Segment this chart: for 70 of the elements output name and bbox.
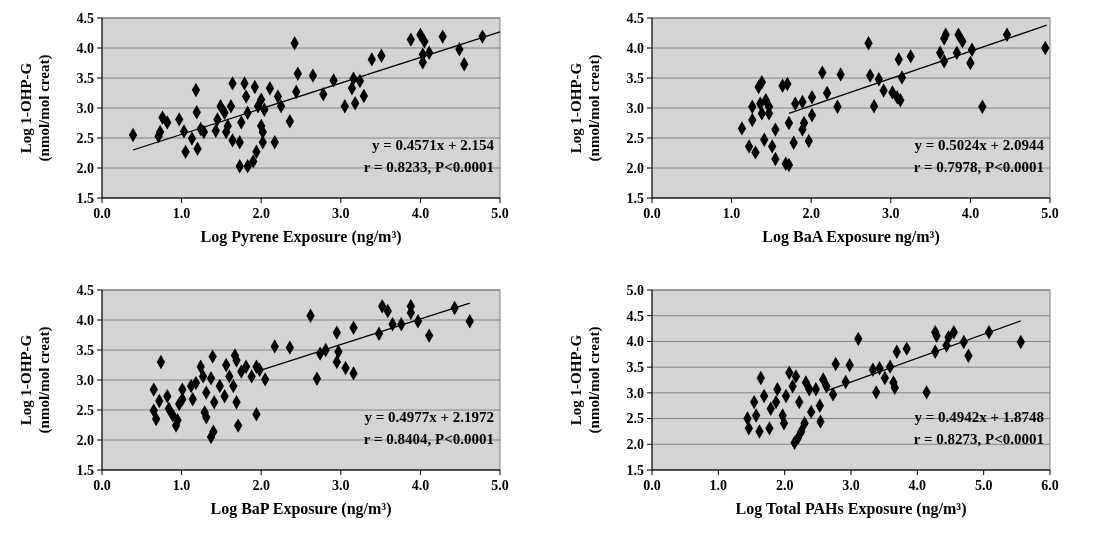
y-tick-label: 3.0 xyxy=(626,385,644,401)
x-tick-label: 1.0 xyxy=(709,478,728,493)
y-tick-label: 4.0 xyxy=(626,40,644,56)
x-tick-label: 6.0 xyxy=(1041,478,1059,493)
x-tick-label: 0.0 xyxy=(643,478,661,493)
annotation: y = 0.4942x + 1.8748 xyxy=(914,409,1044,425)
y-tick-label: 3.5 xyxy=(626,360,644,376)
y-tick-label: 2.5 xyxy=(76,402,94,418)
annotation: y = 0.4571x + 2.154 xyxy=(371,137,495,153)
annotation: r = 0.7978, P<0.0001 xyxy=(913,159,1044,175)
x-tick-label: 5.0 xyxy=(1041,206,1059,221)
x-tick-label: 2.0 xyxy=(252,478,270,493)
y-tick-label: 4.5 xyxy=(76,10,94,26)
x-tick-label: 3.0 xyxy=(882,206,900,221)
x-tick-label: 1.0 xyxy=(172,478,191,493)
x-axis-title: Log BaA Exposure ng/m³) xyxy=(762,228,940,246)
y-tick-label: 3.0 xyxy=(76,100,94,116)
x-tick-label: 4.0 xyxy=(908,478,927,493)
x-tick-label: 1.0 xyxy=(722,206,741,221)
x-tick-label: 5.0 xyxy=(491,206,509,221)
y-tick-label: 2.0 xyxy=(626,160,644,176)
x-axis-title: Log BaP Exposure (ng/m³) xyxy=(210,500,392,518)
y-tick-label: 3.0 xyxy=(626,100,644,116)
y-tick-label: 1.5 xyxy=(626,190,644,206)
x-tick-label: 3.0 xyxy=(332,206,350,221)
x-tick-label: 5.0 xyxy=(974,478,993,493)
annotation: r = 0.8233, P<0.0001 xyxy=(363,159,494,175)
y-axis-title: Log 1-OHP-G (nmol/mol creat) xyxy=(568,54,603,162)
x-axis-title: Log Pyrene Exposure (ng/m³) xyxy=(200,228,402,246)
annotation: y = 0.5024x + 2.0944 xyxy=(914,137,1045,153)
y-tick-label: 4.5 xyxy=(626,10,644,26)
x-tick-label: 2.0 xyxy=(252,206,270,221)
y-tick-label: 3.5 xyxy=(626,70,644,86)
x-tick-label: 1.0 xyxy=(172,206,191,221)
x-tick-label: 0.0 xyxy=(643,206,661,221)
annotation: r = 0.8273, P<0.0001 xyxy=(913,431,1044,447)
x-tick-label: 3.0 xyxy=(332,478,350,493)
x-tick-label: 2.0 xyxy=(775,478,794,493)
y-tick-label: 4.0 xyxy=(76,312,94,328)
y-tick-label: 3.5 xyxy=(76,342,94,358)
y-tick-label: 4.0 xyxy=(76,40,94,56)
y-tick-label: 3.0 xyxy=(76,372,94,388)
y-tick-label: 3.5 xyxy=(76,70,94,86)
x-tick-label: 0.0 xyxy=(93,478,111,493)
x-tick-label: 4.0 xyxy=(411,206,430,221)
y-tick-label: 1.5 xyxy=(626,462,644,478)
x-tick-label: 2.0 xyxy=(802,206,820,221)
y-tick-label: 4.5 xyxy=(76,282,94,298)
y-tick-label: 1.5 xyxy=(76,190,94,206)
y-tick-label: 2.5 xyxy=(76,130,94,146)
y-axis-title: Log 1-OHP-G (nmol/mol creat) xyxy=(18,54,53,162)
y-tick-label: 2.5 xyxy=(626,130,644,146)
x-tick-label: 0.0 xyxy=(93,206,111,221)
y-tick-label: 5.0 xyxy=(626,282,644,298)
x-axis-title: Log Total PAHs Exposure (ng/m³) xyxy=(735,500,967,518)
y-tick-label: 2.0 xyxy=(76,160,94,176)
x-tick-label: 3.0 xyxy=(842,478,860,493)
annotation: y = 0.4977x + 2.1972 xyxy=(364,409,494,425)
annotation: r = 0.8404, P<0.0001 xyxy=(363,431,494,447)
y-tick-label: 1.5 xyxy=(76,462,94,478)
x-tick-label: 5.0 xyxy=(491,478,509,493)
y-tick-label: 4.0 xyxy=(626,334,644,350)
y-tick-label: 2.0 xyxy=(76,432,94,448)
y-tick-label: 2.5 xyxy=(626,411,644,427)
y-axis-title: Log 1-OHP-G (nmol/mol creat) xyxy=(568,326,603,434)
x-tick-label: 4.0 xyxy=(411,478,430,493)
x-tick-label: 4.0 xyxy=(961,206,980,221)
y-axis-title: Log 1-OHP-G (nmol/mol creat) xyxy=(18,326,53,434)
y-tick-label: 4.5 xyxy=(626,308,644,324)
y-tick-label: 2.0 xyxy=(626,437,644,453)
